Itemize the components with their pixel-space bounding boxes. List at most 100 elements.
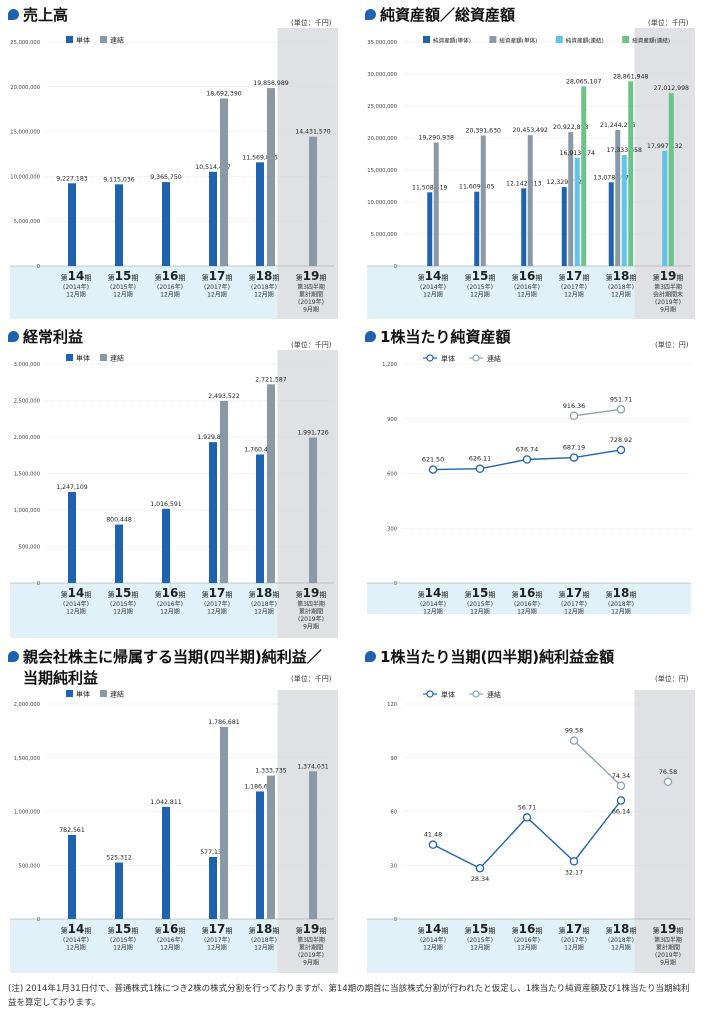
- legend-label: 連結: [110, 36, 124, 45]
- data-label: 28.34: [471, 875, 489, 883]
- y-tick-label: 25,000,000: [10, 40, 40, 46]
- category-band: [367, 583, 691, 614]
- bar-連結: [220, 726, 228, 919]
- data-label: 10,514,477: [195, 164, 230, 171]
- data-point-単体: [616, 796, 626, 805]
- legend-label: 総資産額(単体): [499, 37, 537, 45]
- x-category-label: 第15期: [465, 269, 496, 283]
- x-category-sublabel: 12月期: [66, 291, 86, 299]
- y-tick-label: 2,000,000: [14, 435, 40, 441]
- x-category-sublabel: (2014年): [420, 936, 446, 944]
- bar-純資産額(単体): [427, 192, 433, 266]
- assets-chart: 0 5,000,000 10,000,000 15,000,000 20,000,000…: [367, 28, 695, 319]
- x-category-sublabel: 9月期: [660, 306, 676, 314]
- x-category-sublabel: (2019年): [298, 615, 324, 623]
- y-tick-label: 15,000,000: [10, 130, 40, 136]
- bar-単体: [256, 454, 264, 583]
- x-category-sublabel: 第3四半期: [297, 600, 325, 608]
- data-label: 951.71: [610, 395, 632, 403]
- x-category-sublabel: (2019年): [655, 951, 681, 959]
- x-category-label: 第18期: [606, 269, 637, 283]
- unit-label: (単位：千円): [291, 19, 332, 27]
- bar-純資産額(単体): [608, 182, 614, 266]
- legend-label: 単体: [76, 36, 90, 45]
- x-category-sublabel: 12月期: [611, 608, 631, 616]
- legend-marker: [472, 690, 480, 698]
- data-label: 76.58: [659, 768, 677, 776]
- x-category-sublabel: 12月期: [207, 944, 227, 952]
- shaded-column: [277, 28, 338, 319]
- bar-総資産額(単体): [615, 130, 621, 266]
- x-category-sublabel: 12月期: [517, 291, 537, 299]
- x-category-sublabel: (2014年): [420, 600, 446, 608]
- bar-総資産額(連結): [581, 86, 587, 266]
- data-label: 20,922,878: [553, 124, 588, 131]
- data-label: 20,391,630: [466, 127, 501, 134]
- bar-単体: [256, 791, 264, 919]
- data-label: 1,042,811: [150, 799, 182, 806]
- data-label: 27,012,998: [654, 85, 689, 92]
- x-category-sublabel: 会計期間末: [653, 291, 683, 299]
- x-category-sublabel: (2017年): [204, 936, 230, 944]
- x-category-sublabel: 12月期: [611, 291, 631, 299]
- x-category-sublabel: (2019年): [298, 951, 324, 959]
- x-category-sublabel: (2017年): [204, 283, 230, 291]
- data-label: 1,374,031: [297, 763, 329, 770]
- unit-label: (単位：千円): [291, 675, 332, 683]
- x-category-label: 第15期: [465, 586, 496, 600]
- x-category-label: 第17期: [559, 269, 590, 283]
- y-tick-label: 0: [37, 264, 40, 270]
- legend-marker: [426, 354, 434, 362]
- panel-title: 売上高: [8, 4, 68, 25]
- x-category-sublabel: 9月期: [303, 306, 319, 314]
- y-tick-label: 35,000,000: [367, 40, 397, 46]
- bar-単体: [115, 184, 123, 266]
- bar-純資産額(連結): [621, 155, 627, 266]
- data-label: 1,786,681: [208, 719, 240, 726]
- bar-連結: [309, 771, 317, 919]
- data-label: 17,333,658: [607, 147, 642, 154]
- x-category-sublabel: 12月期: [470, 944, 490, 952]
- x-category-sublabel: (2015年): [110, 283, 136, 291]
- legend-swatch: [100, 690, 107, 697]
- y-tick-label: 0: [394, 264, 397, 270]
- x-category-sublabel: (2019年): [298, 298, 324, 306]
- x-category-sublabel: 12月期: [470, 291, 490, 299]
- bar-単体: [209, 856, 217, 919]
- x-category-sublabel: 12月期: [207, 291, 227, 299]
- y-tick-label: 120: [387, 702, 397, 708]
- bar-単体: [68, 491, 76, 583]
- data-label: 916.36: [563, 402, 585, 410]
- legend-label: 連結: [110, 690, 124, 699]
- x-category-label: 第17期: [202, 269, 233, 283]
- y-tick-label: 0: [37, 917, 40, 923]
- data-label: 2,493,522: [208, 393, 240, 400]
- bar-連結: [267, 384, 275, 583]
- data-point-連結: [663, 777, 673, 787]
- bar-総資産額(単体): [433, 142, 439, 266]
- unit-label: (単位：千円): [291, 341, 332, 349]
- data-label: 32.17: [565, 868, 583, 876]
- x-category-sublabel: (2016年): [157, 283, 183, 291]
- data-label: 1,760,407: [244, 446, 276, 453]
- panel-title: 1株当たり当期(四半期)純利益金額: [365, 646, 614, 667]
- legend-label: 連結: [487, 354, 501, 363]
- x-category-label: 第16期: [512, 586, 543, 600]
- x-category-label: 第17期: [559, 922, 590, 936]
- x-category-label: 第16期: [155, 586, 186, 600]
- x-category-label: 第14期: [418, 922, 449, 936]
- x-category-label: 第17期: [202, 586, 233, 600]
- data-label: 16,913,174: [560, 150, 595, 157]
- data-label: 74.34: [612, 772, 630, 780]
- data-label: 19,290,938: [419, 135, 454, 142]
- x-category-label: 第16期: [155, 922, 186, 936]
- data-point-連結: [569, 411, 579, 421]
- x-category-label: 第18期: [606, 586, 637, 600]
- x-category-sublabel: 12月期: [113, 944, 133, 952]
- x-category-sublabel: 第3四半期: [297, 283, 325, 291]
- legend-label: 連結: [487, 690, 501, 699]
- bar-単体: [115, 524, 123, 583]
- bar-総資産額(連結): [628, 81, 634, 266]
- x-category-label: 第14期: [418, 269, 449, 283]
- data-point-連結: [569, 736, 579, 745]
